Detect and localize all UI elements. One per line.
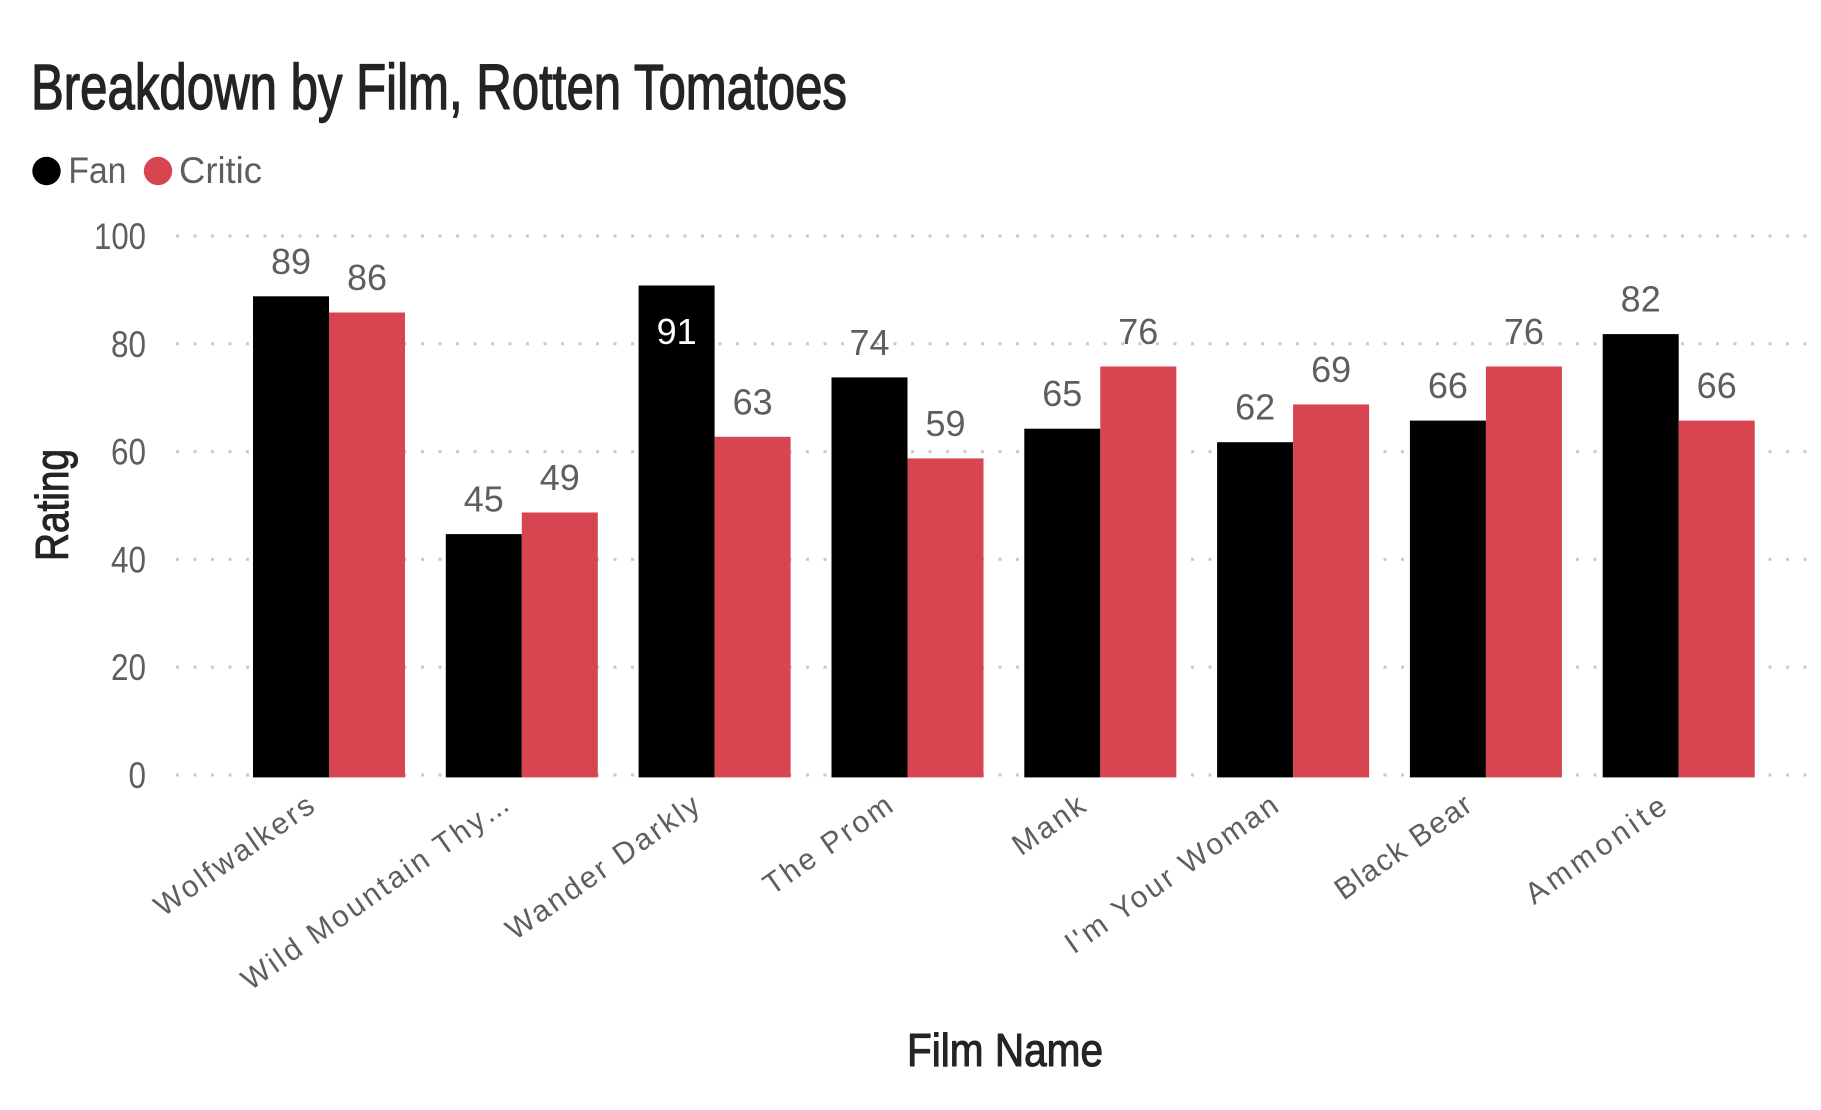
svg-text:100: 100 [94, 216, 146, 257]
svg-text:74: 74 [849, 322, 889, 363]
svg-text:0: 0 [129, 755, 147, 796]
svg-text:49: 49 [540, 457, 580, 498]
svg-text:76: 76 [1504, 311, 1544, 352]
svg-text:76: 76 [1118, 311, 1158, 352]
svg-text:65: 65 [1042, 373, 1082, 414]
svg-text:62: 62 [1235, 387, 1275, 428]
svg-text:69: 69 [1311, 349, 1351, 390]
svg-text:80: 80 [111, 324, 146, 365]
svg-text:20: 20 [111, 647, 146, 688]
svg-text:60: 60 [111, 432, 146, 473]
svg-text:Critic: Critic [179, 150, 262, 191]
svg-text:40: 40 [111, 539, 146, 580]
svg-text:66: 66 [1428, 365, 1468, 406]
svg-text:82: 82 [1621, 279, 1661, 320]
svg-text:91: 91 [657, 311, 697, 352]
svg-text:Fan: Fan [68, 150, 126, 191]
svg-text:86: 86 [347, 257, 387, 298]
svg-text:66: 66 [1697, 365, 1737, 406]
svg-text:Breakdown by Film, Rotten Toma: Breakdown by Film, Rotten Tomatoes [31, 51, 847, 123]
svg-text:Film Name: Film Name [907, 1024, 1103, 1076]
svg-text:59: 59 [925, 403, 965, 444]
svg-text:45: 45 [464, 479, 504, 520]
svg-text:89: 89 [271, 241, 311, 282]
svg-text:63: 63 [733, 381, 773, 422]
svg-text:Rating: Rating [26, 449, 78, 561]
